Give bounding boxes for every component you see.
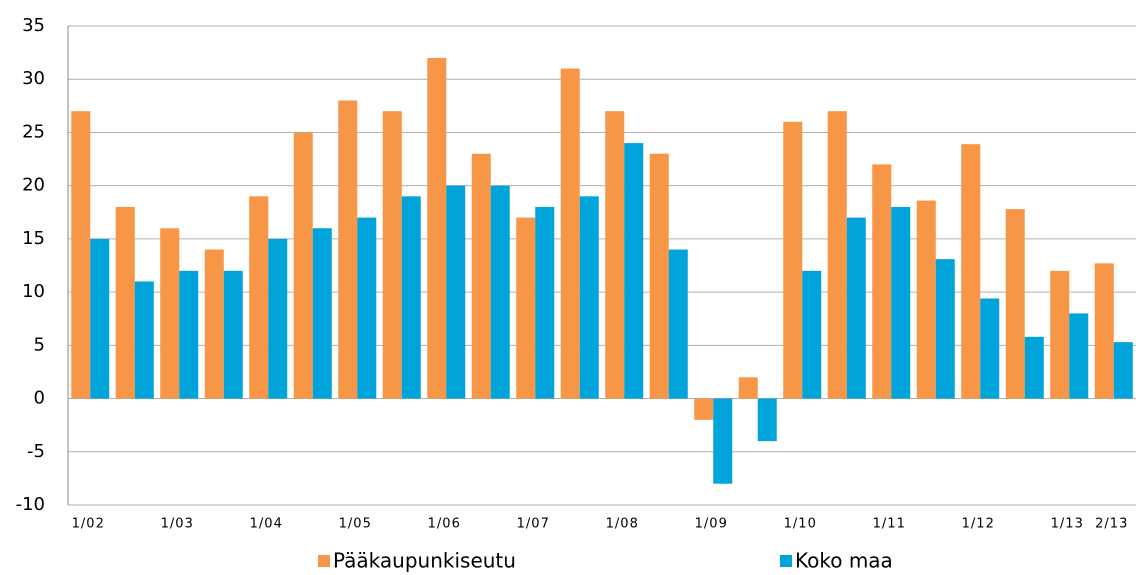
x-tick-label: 1/02: [72, 517, 105, 532]
y-tick-label: 20: [22, 175, 45, 196]
bar: [579, 196, 599, 399]
y-tick-label: 0: [34, 388, 45, 409]
x-tick-label: 1/05: [339, 517, 372, 532]
bar: [961, 144, 981, 399]
x-tick-label: 1/04: [250, 517, 283, 532]
bar: [204, 249, 224, 399]
bar: [713, 398, 733, 484]
bar: [312, 228, 332, 399]
x-tick-label: 1/09: [695, 517, 728, 532]
bar: [516, 217, 536, 399]
x-tick-label: 1/12: [962, 517, 995, 532]
bar: [802, 270, 822, 399]
x-tick-label: 2/13: [1095, 517, 1128, 532]
x-tick-label: 1/06: [428, 517, 461, 532]
x-tick-label: 1/07: [517, 517, 550, 532]
legend-swatch: [780, 555, 792, 567]
bar: [935, 259, 955, 399]
y-tick-label: 5: [34, 334, 45, 355]
bar: [471, 153, 491, 399]
bar: [668, 249, 688, 399]
bar: [1005, 209, 1025, 399]
bar: [891, 206, 911, 399]
bar: [382, 111, 402, 399]
bar: [338, 100, 358, 399]
bar: [490, 185, 510, 399]
x-tick-label: 1/13: [1051, 517, 1084, 532]
bar: [401, 196, 421, 399]
bar: [757, 398, 777, 442]
bar: [694, 398, 714, 420]
y-tick-label: -10: [16, 494, 45, 515]
x-tick-label: 1/10: [784, 517, 817, 532]
bar: [179, 270, 199, 399]
bar: [427, 57, 447, 399]
x-tick-label: 1/03: [161, 517, 194, 532]
y-tick-label: -5: [27, 441, 45, 462]
bar: [249, 196, 269, 399]
bar: [783, 121, 803, 399]
bar: [115, 206, 135, 399]
bar: [846, 217, 866, 399]
bar: [916, 200, 936, 399]
bar: [827, 111, 847, 399]
bar: [624, 143, 644, 399]
legend-label: Pääkaupunkiseutu: [333, 549, 516, 573]
y-tick-label: 25: [22, 121, 45, 142]
y-tick-label: 15: [22, 228, 45, 249]
legend-label: Koko maa: [795, 549, 893, 573]
bar: [90, 238, 110, 399]
bar: [535, 206, 555, 399]
y-tick-label: 30: [22, 68, 45, 89]
bar: [134, 281, 154, 399]
bar: [1113, 342, 1133, 399]
bar: [357, 217, 377, 399]
bar: [1094, 263, 1114, 399]
bar: [223, 270, 243, 399]
bar: [71, 111, 91, 399]
x-tick-label: 1/11: [873, 517, 906, 532]
bar: [1050, 270, 1070, 399]
bar: [980, 298, 1000, 399]
bar: [160, 228, 180, 399]
y-tick-label: 35: [22, 15, 45, 36]
bar: [872, 164, 892, 399]
legend-swatch: [318, 555, 330, 567]
bar: [560, 68, 580, 399]
bar: [649, 153, 669, 399]
bar: [1069, 313, 1089, 399]
bar: [605, 111, 625, 399]
bar: [1024, 336, 1044, 399]
bar: [268, 238, 288, 399]
x-tick-label: 1/08: [606, 517, 639, 532]
bar: [446, 185, 466, 399]
y-tick-label: 10: [22, 281, 45, 302]
bar: [293, 132, 313, 399]
bar: [738, 377, 758, 399]
